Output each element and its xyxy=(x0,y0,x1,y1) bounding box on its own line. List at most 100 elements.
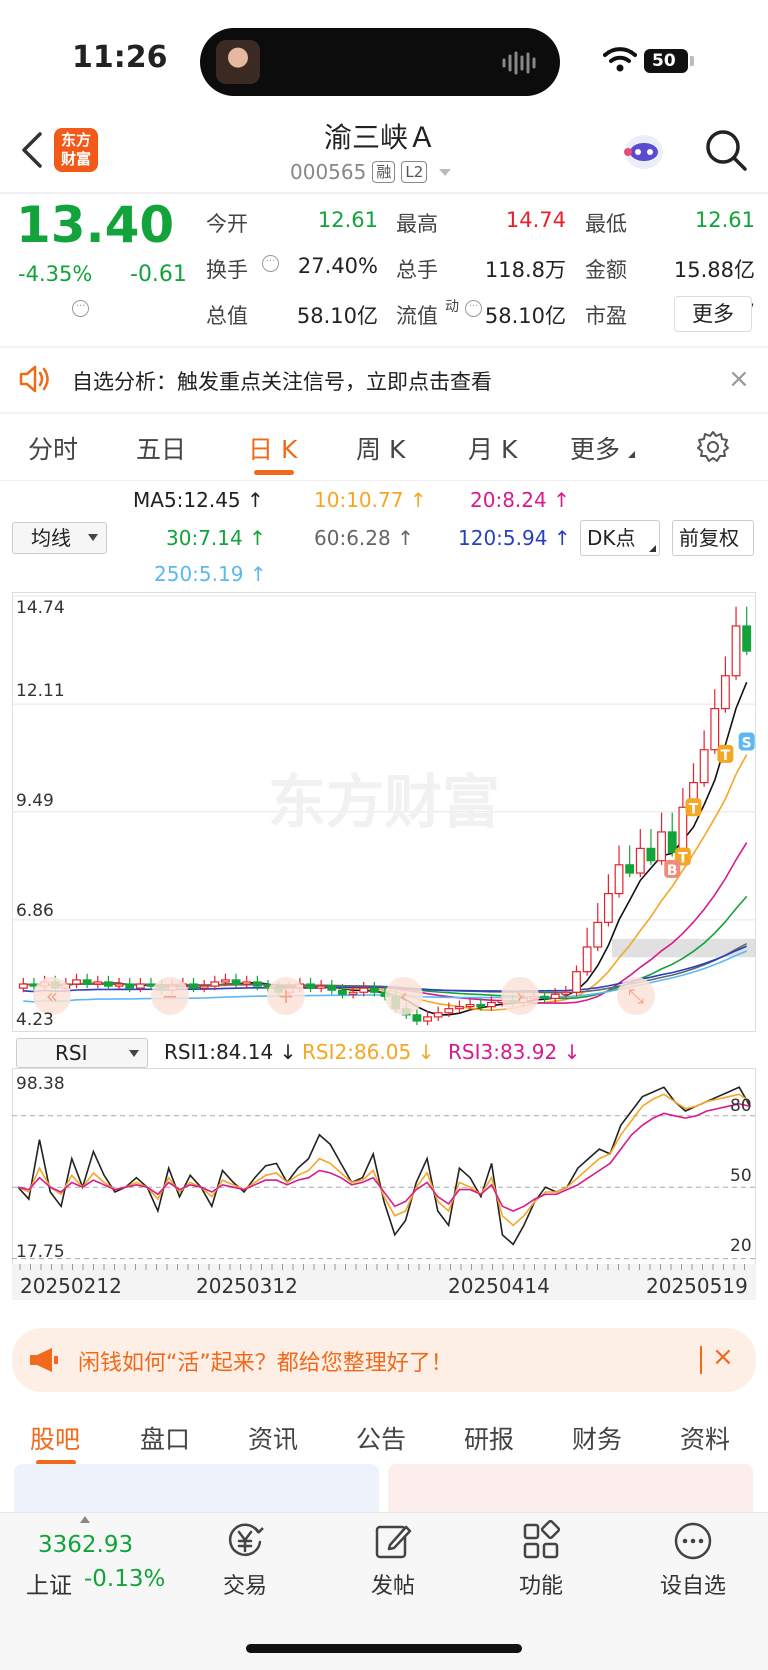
candle xyxy=(242,981,252,985)
up-arrow-icon: ↑ xyxy=(409,488,427,512)
more-quote-button[interactable]: 更多 xyxy=(674,296,752,332)
rsi-chart[interactable] xyxy=(12,1068,756,1300)
candle xyxy=(678,806,688,854)
ma-indicator-select[interactable]: 均线 xyxy=(12,522,107,554)
stock-code-row[interactable]: 000565 融 L2 xyxy=(290,160,452,184)
up-arrow-icon: ↑ xyxy=(247,488,264,512)
open-value: 12.61 xyxy=(317,208,378,232)
ma120-value: 120:5.94 xyxy=(458,526,548,550)
tab-pankou[interactable]: 盘口 xyxy=(140,1425,191,1454)
rsi-axis-top: 98.38 xyxy=(16,1074,65,1094)
up-arrow-icon: ↑ xyxy=(553,488,570,512)
rsi2-label: RSI2:86.05 ↓ xyxy=(302,1040,434,1064)
amount-value: 15.88亿 xyxy=(673,258,755,282)
audio-wave-icon xyxy=(502,51,536,75)
gear-icon[interactable] xyxy=(696,430,730,464)
signal-marker xyxy=(685,798,702,817)
add-watchlist-button[interactable]: 设自选 xyxy=(638,1520,748,1600)
signal-marker-label: S xyxy=(742,736,752,752)
amount-label: 金额 xyxy=(585,258,627,282)
tab-finance[interactable]: 财务 xyxy=(572,1425,623,1454)
tab-weekly-k[interactable]: 周 K xyxy=(356,435,406,464)
stock-name: 渝三峡Ａ xyxy=(323,121,436,154)
step-right-icon-glyph: › xyxy=(516,984,524,1008)
candle xyxy=(423,1016,432,1022)
info-icon[interactable]: ··· xyxy=(72,300,89,317)
candle xyxy=(412,1014,422,1022)
candle xyxy=(146,983,156,987)
stock-forum-card[interactable] xyxy=(14,1464,379,1514)
post-button[interactable]: 发帖 xyxy=(338,1520,448,1600)
ma30-value: 30:7.14 xyxy=(166,526,243,550)
ma60-label: 60:6.28 ↑ xyxy=(314,526,414,550)
functions-button[interactable]: 功能 xyxy=(486,1520,596,1600)
ad-banner[interactable] xyxy=(12,1328,756,1392)
ma120-label: 120:5.94 ↑ xyxy=(458,526,571,550)
zoom-out-icon xyxy=(151,977,189,1015)
bottom-toolbar xyxy=(0,1512,768,1670)
candle xyxy=(625,864,635,874)
rsi-indicator-select[interactable]: RSI xyxy=(16,1038,148,1068)
tab-daily-k[interactable]: 日 K xyxy=(248,435,298,464)
rsi1-label: RSI1:84.14 ↓ xyxy=(164,1040,296,1064)
dropdown-arrow-icon xyxy=(88,534,98,541)
down-arrow-icon: ↓ xyxy=(563,1040,581,1064)
ma60-value: 60:6.28 xyxy=(314,526,391,550)
tab-more[interactable]: 更多 xyxy=(570,430,635,466)
up-arrow-icon: ↑ xyxy=(249,526,266,550)
fullscreen-icon xyxy=(617,977,655,1015)
info-icon[interactable]: ··· xyxy=(262,255,279,272)
zoom-out-icon-glyph: − xyxy=(162,984,179,1008)
robot-assistant-icon[interactable] xyxy=(620,130,668,174)
rsi-level-label: 80 xyxy=(730,1096,752,1116)
candle xyxy=(221,979,230,983)
tab-news[interactable]: 资讯 xyxy=(248,1425,299,1454)
notice-close-icon[interactable]: × xyxy=(728,364,750,394)
high-label: 最高 xyxy=(396,212,438,236)
trade-button[interactable]: 交易 xyxy=(190,1520,300,1600)
candle xyxy=(657,831,667,862)
rsi-axis-bottom: 17.75 xyxy=(16,1242,65,1262)
candle xyxy=(199,985,209,989)
index-name[interactable]: 上证 xyxy=(26,1573,72,1599)
info-icon[interactable]: ··· xyxy=(465,300,482,317)
forward-adjust-button[interactable]: 前复权 xyxy=(672,520,754,556)
ad-close-icon[interactable]: × xyxy=(712,1342,734,1372)
candle xyxy=(550,993,560,1000)
open-label: 今开 xyxy=(206,212,248,236)
ma10-value: 10:10.77 xyxy=(314,488,404,512)
stock-code: 000565 xyxy=(290,160,367,184)
rsi1-value: RSI1:84.14 xyxy=(164,1040,274,1064)
pe-label: 市盈 xyxy=(585,304,627,328)
ad-text[interactable]: 闲钱如何“活”起来？都给您整理好了！ xyxy=(78,1351,453,1376)
search-icon[interactable] xyxy=(704,128,748,172)
tab-guba[interactable]: 股吧 xyxy=(30,1425,81,1454)
notice-text[interactable]: 自选分析：触发重点关注信号，立即点击查看 xyxy=(72,370,492,394)
tab-five-day[interactable]: 五日 xyxy=(136,435,187,464)
popularity-card[interactable] xyxy=(388,1464,753,1514)
candle xyxy=(72,979,81,985)
date-label: 20250312 xyxy=(196,1274,298,1298)
candle xyxy=(720,675,730,710)
index-value[interactable]: 3362.93 xyxy=(38,1532,134,1558)
caret-up-icon xyxy=(80,1516,90,1523)
tab-research[interactable]: 研报 xyxy=(464,1425,515,1454)
index-percent[interactable]: -0.13% xyxy=(84,1566,166,1592)
tab-intraday[interactable]: 分时 xyxy=(28,435,79,464)
home-indicator xyxy=(246,1644,522,1653)
back-arrow-icon[interactable] xyxy=(18,130,48,170)
scroll-left-icon-glyph: « xyxy=(46,984,58,1008)
candle xyxy=(231,979,241,985)
brand-logo[interactable]: 东方 财富 xyxy=(54,128,98,172)
tab-profile[interactable]: 资料 xyxy=(680,1425,731,1454)
tab-monthly-k[interactable]: 月 K xyxy=(468,435,518,464)
date-label: 20250414 xyxy=(448,1274,550,1298)
island-avatar-icon xyxy=(216,40,260,84)
wifi-icon xyxy=(603,47,637,72)
candle xyxy=(731,625,741,677)
dk-point-button[interactable]: DK点 xyxy=(580,520,660,556)
ma30-label: 30:7.14 ↑ xyxy=(166,526,266,550)
tab-announcements[interactable]: 公告 xyxy=(356,1425,407,1454)
logo-line-1: 东方 xyxy=(60,131,91,149)
